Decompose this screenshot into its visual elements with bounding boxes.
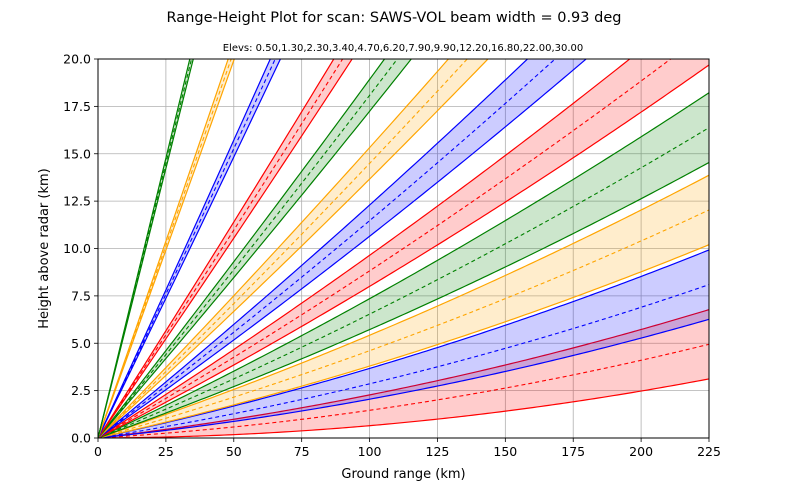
y-tick-label: 17.5 [63, 99, 91, 114]
x-tick-label: 125 [426, 444, 450, 459]
beam-elev-3-4 [98, 92, 709, 438]
y-axis-label: Height above radar (km) [37, 168, 52, 328]
x-axis-label: Ground range (km) [341, 467, 465, 482]
beam-fill [98, 59, 353, 438]
beam-upper-edge [98, 59, 631, 438]
beam-upper-edge [98, 249, 709, 438]
x-tick-label: 200 [629, 444, 653, 459]
y-tick-label: 2.5 [71, 383, 91, 398]
y-tick-label: 15.0 [63, 146, 91, 161]
beam-lower-edge [98, 378, 709, 438]
x-tick-label: 50 [226, 444, 242, 459]
beam-elev-16-8 [98, 59, 282, 438]
beam-lower-edge [98, 59, 353, 438]
beam-upper-edge [98, 59, 386, 438]
beam-lower-edge [98, 59, 489, 438]
beam-upper-edge [98, 59, 529, 438]
y-tick-label: 10.0 [63, 241, 91, 256]
beam-lower-edge [98, 318, 709, 438]
beam-lower-edge [98, 59, 588, 438]
y-tick-label: 7.5 [71, 288, 91, 303]
beam-upper-edge [98, 59, 335, 438]
beam-upper-edge [98, 59, 229, 438]
x-tick-label: 0 [94, 444, 102, 459]
x-tick-label: 100 [358, 444, 382, 459]
beam-center [98, 209, 709, 438]
beam-elev-9-9 [98, 59, 413, 438]
beam-center [98, 59, 276, 438]
beam-fill [98, 59, 488, 438]
y-tick-label: 5.0 [71, 336, 91, 351]
beam-elev-4-7 [98, 59, 709, 438]
y-tick-label: 20.0 [63, 52, 91, 67]
beam-center [98, 59, 672, 438]
beam-center [98, 127, 709, 438]
beam-layer [98, 59, 709, 438]
beam-lower-edge [98, 59, 413, 438]
y-tick-label: 0.0 [71, 431, 91, 446]
x-tick-label: 175 [561, 444, 585, 459]
beam-lower-edge [98, 59, 235, 438]
chart-title: Range-Height Plot for scan: SAWS-VOL bea… [167, 10, 622, 26]
beam-elev-12-2 [98, 59, 353, 438]
beam-lower-edge [98, 161, 709, 438]
beam-center [98, 284, 709, 438]
beam-lower-edge [98, 64, 709, 438]
x-tick-label: 150 [493, 444, 517, 459]
beam-upper-edge [98, 174, 709, 438]
beam-lower-edge [98, 244, 709, 438]
beam-elev-0-5 [98, 309, 709, 438]
beam-upper-edge [98, 92, 709, 438]
beam-fill [98, 309, 709, 438]
beam-elev-30 [98, 59, 194, 438]
x-tick-label: 225 [697, 444, 721, 459]
x-tick-label: 75 [294, 444, 310, 459]
beam-elev-22 [98, 59, 235, 438]
beam-center [98, 59, 399, 438]
beam-center [98, 343, 709, 438]
beam-elev-7-9 [98, 59, 489, 438]
axis-ticks: 0 25 50 75 100 125 150 175 200 225 0.0 2.5 5.0 7.5 10.… [63, 52, 721, 460]
beam-center [98, 59, 556, 438]
beam-elev-2-3 [98, 174, 709, 438]
beam-upper-edge [98, 59, 450, 438]
beam-elev-6-2 [98, 59, 588, 438]
chart-subtitle: Elevs: 0.50,1.30,2.30,3.40,4.70,6.20,7.9… [223, 43, 584, 54]
beam-fill [98, 249, 709, 438]
beam-center [98, 59, 468, 438]
beam-lower-edge [98, 59, 282, 438]
beam-upper-edge [98, 59, 271, 438]
beam-fill [98, 59, 412, 438]
x-tick-label: 25 [158, 444, 174, 459]
beam-elev-1-3 [98, 249, 709, 438]
beam-center [98, 59, 344, 438]
beam-upper-edge [98, 309, 709, 438]
y-tick-label: 12.5 [63, 194, 91, 209]
